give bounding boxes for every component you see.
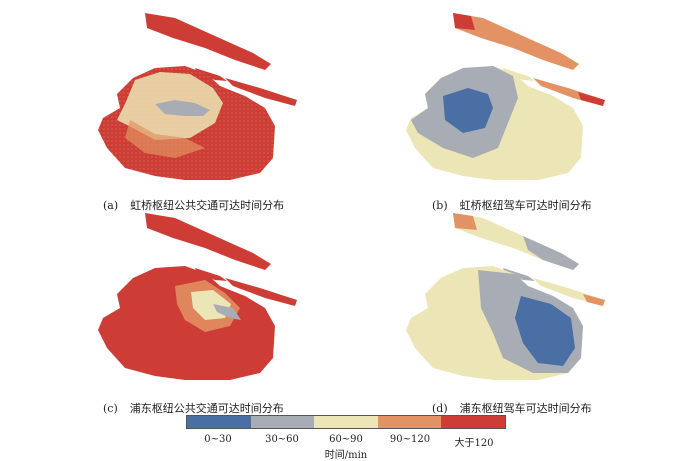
legend-label-60-90: 60~90: [329, 434, 363, 445]
changxing-island-d: [503, 268, 535, 281]
legend: 0~30 30~60 60~90 90~120 大于120 时间/min: [186, 413, 508, 461]
panel-label-d: (d): [432, 402, 448, 415]
zone-30-60-a: [155, 100, 210, 116]
legend-label-90-120: 90~120: [389, 434, 431, 445]
caption-b: (b) 虹桥枢纽驾车可达时间分布: [432, 197, 592, 213]
chongming-west-b: [453, 13, 475, 30]
zone-30-60-c: [213, 304, 241, 320]
chongming-island-b: [453, 13, 579, 70]
legend-color-bar: [186, 415, 506, 429]
zone-90-120-a: [125, 120, 205, 158]
hengsha-island-a: [225, 78, 297, 106]
hengsha-east-d: [583, 294, 605, 306]
map-panel-c: [95, 208, 335, 388]
legend-swatch-0-30: [187, 416, 251, 428]
map-panel-d: [403, 208, 643, 388]
zone-0-30-b: [443, 88, 493, 133]
changxing-island-a: [195, 68, 227, 81]
caption-c: (c) 浦东枢纽公共交通可达时间分布: [103, 400, 284, 416]
changxing-island-c: [195, 268, 227, 281]
legend-title: 时间/min: [324, 450, 368, 461]
map-c: [98, 213, 297, 380]
chongming-west-d: [453, 213, 477, 230]
map-d: [406, 213, 605, 380]
chongming-island-c: [145, 213, 271, 270]
legend-swatch-30-60: [250, 416, 315, 428]
hengsha-island-c: [225, 278, 297, 306]
chongming-island-a: [145, 13, 271, 70]
zone-0-30-d: [515, 296, 575, 366]
legend-label-30-60: 30~60: [265, 434, 299, 445]
legend-label-over-120: 大于120: [454, 438, 494, 449]
caption-a: (a) 虹桥枢纽公共交通可达时间分布: [103, 197, 284, 213]
panel-title-a: 虹桥枢纽公共交通可达时间分布: [130, 199, 285, 212]
caption-d: (d) 浦东枢纽驾车可达时间分布: [432, 400, 592, 416]
panel-label-b: (b): [432, 199, 448, 212]
panel-label-a: (a): [103, 199, 119, 212]
panel-title-d: 浦东枢纽驾车可达时间分布: [459, 402, 592, 415]
map-a: [98, 13, 297, 180]
legend-swatch-60-90: [314, 416, 378, 428]
mainland-c: [98, 266, 275, 380]
chongming-east-d: [523, 236, 579, 270]
panel-title-b: 虹桥枢纽驾车可达时间分布: [459, 199, 592, 212]
panel-title-c: 浦东枢纽公共交通可达时间分布: [129, 402, 284, 415]
panel-label-c: (c): [103, 402, 118, 415]
hengsha-east-b: [578, 92, 605, 106]
legend-label-0-30: 0~30: [204, 434, 232, 445]
legend-swatch-over-120: [441, 416, 505, 428]
map-panel-a: [95, 8, 335, 188]
changxing-island-b: [503, 68, 535, 81]
map-b: [406, 13, 605, 180]
map-panel-b: [403, 8, 643, 188]
legend-swatch-90-120: [377, 416, 442, 428]
